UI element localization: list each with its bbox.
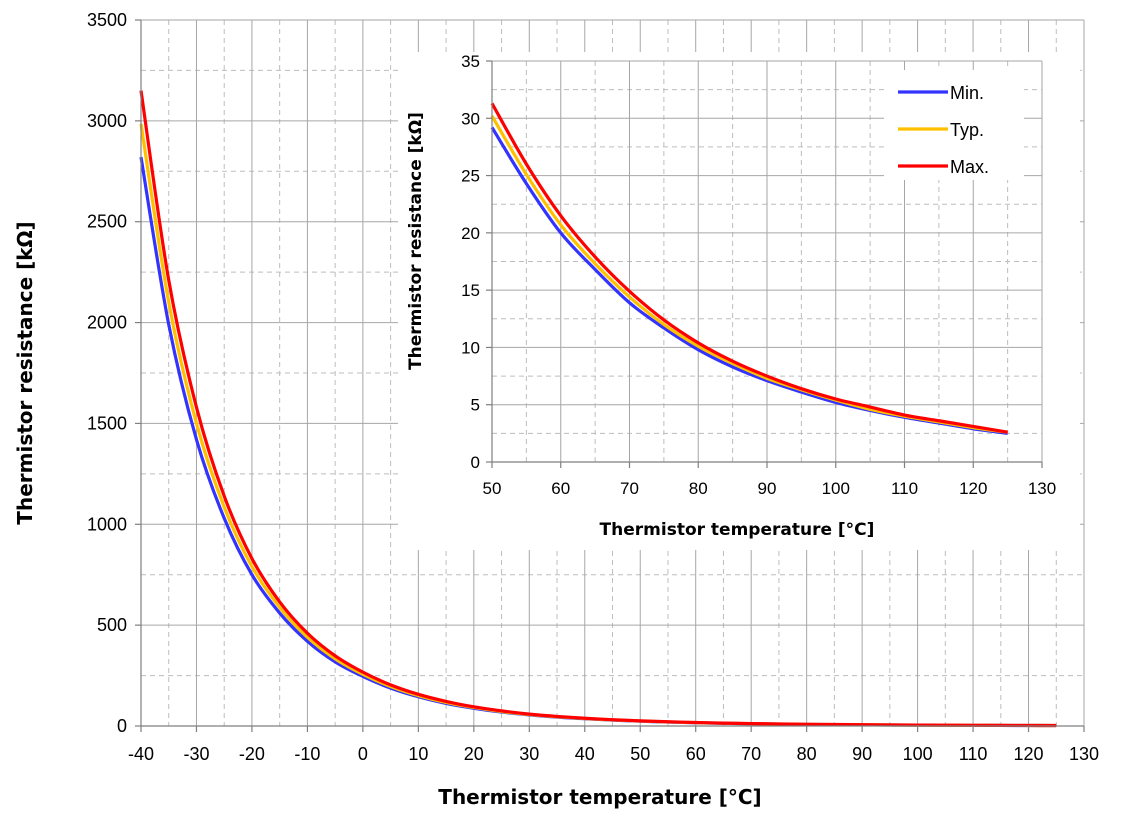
legend-label: Max. bbox=[950, 157, 989, 177]
x-tick-label: 40 bbox=[575, 744, 595, 764]
x-tick-label: 120 bbox=[1014, 744, 1044, 764]
x-tick-label: 110 bbox=[891, 479, 918, 498]
inset-y-tick-labels: 0 5 10 15 20 25 30 35 bbox=[461, 52, 480, 472]
inset-y-axis-title: Thermistor resistance [kΩ] bbox=[406, 112, 426, 370]
y-tick-label: 25 bbox=[461, 167, 480, 186]
x-tick-label: 100 bbox=[822, 479, 850, 498]
inset-series-lines bbox=[490, 102, 1008, 435]
x-tick-label: 80 bbox=[689, 479, 708, 498]
y-tick-label: 2500 bbox=[87, 212, 127, 232]
main-y-axis-title: Thermistor resistance [kΩ] bbox=[13, 221, 37, 524]
y-tick-label: 5 bbox=[471, 396, 480, 415]
y-tick-label: 2000 bbox=[87, 313, 127, 333]
x-tick-label: 130 bbox=[1069, 744, 1099, 764]
y-tick-label: 10 bbox=[461, 338, 480, 357]
main-y-tick-labels: 0 500 1000 1500 2000 2500 3000 3500 bbox=[87, 10, 127, 736]
y-tick-label: 0 bbox=[117, 716, 127, 736]
x-tick-label: 90 bbox=[758, 479, 777, 498]
x-tick-label: 30 bbox=[519, 744, 539, 764]
y-tick-label: 20 bbox=[461, 224, 480, 243]
series-line-max bbox=[490, 102, 1008, 434]
inset-x-axis-title: Thermistor temperature [°C] bbox=[600, 520, 875, 540]
x-tick-label: 50 bbox=[483, 479, 502, 498]
x-tick-label: -30 bbox=[183, 744, 209, 764]
y-tick-label: 500 bbox=[97, 615, 127, 635]
x-tick-label: -40 bbox=[128, 744, 154, 764]
y-tick-label: 15 bbox=[461, 281, 480, 300]
x-tick-label: -20 bbox=[239, 744, 265, 764]
y-tick-label: 30 bbox=[461, 109, 480, 128]
x-tick-label: 70 bbox=[741, 744, 761, 764]
y-tick-label: 1500 bbox=[87, 413, 127, 433]
legend-box bbox=[884, 70, 1024, 180]
series-line-max bbox=[139, 90, 1057, 728]
x-tick-label: 70 bbox=[620, 479, 639, 498]
x-tick-label: 100 bbox=[903, 744, 933, 764]
legend-label: Min. bbox=[950, 83, 984, 103]
x-tick-label: -10 bbox=[294, 744, 320, 764]
y-tick-label: 35 bbox=[461, 52, 480, 71]
x-tick-label: 60 bbox=[686, 744, 706, 764]
main-series-lines bbox=[139, 90, 1057, 728]
x-tick-label: 130 bbox=[1028, 479, 1056, 498]
inset-x-tick-labels: 50 60 70 80 90 100 110 120 130 bbox=[483, 479, 1057, 498]
x-tick-label: 110 bbox=[959, 744, 988, 764]
x-tick-label: 50 bbox=[630, 744, 650, 764]
legend-label: Typ. bbox=[950, 120, 984, 140]
legend: Min. Typ. Max. bbox=[884, 70, 1024, 180]
x-tick-label: 10 bbox=[408, 744, 428, 764]
main-x-axis-title: Thermistor temperature [°C] bbox=[438, 785, 761, 809]
y-tick-label: 0 bbox=[471, 453, 480, 472]
inset-axes bbox=[486, 60, 1043, 468]
x-tick-label: 120 bbox=[959, 479, 987, 498]
x-tick-label: 80 bbox=[797, 744, 817, 764]
x-tick-label: 20 bbox=[464, 744, 484, 764]
y-tick-label: 1000 bbox=[87, 514, 127, 534]
x-tick-label: 0 bbox=[358, 744, 368, 764]
x-tick-label: 60 bbox=[551, 479, 570, 498]
y-tick-label: 3500 bbox=[87, 10, 127, 30]
y-tick-label: 3000 bbox=[87, 111, 127, 131]
main-axes bbox=[135, 19, 1085, 732]
main-x-tick-labels: -40 -30 -20 -10 0 10 20 30 40 50 60 70 80 90 100 110 120… bbox=[128, 744, 1099, 764]
x-tick-label: 90 bbox=[852, 744, 872, 764]
